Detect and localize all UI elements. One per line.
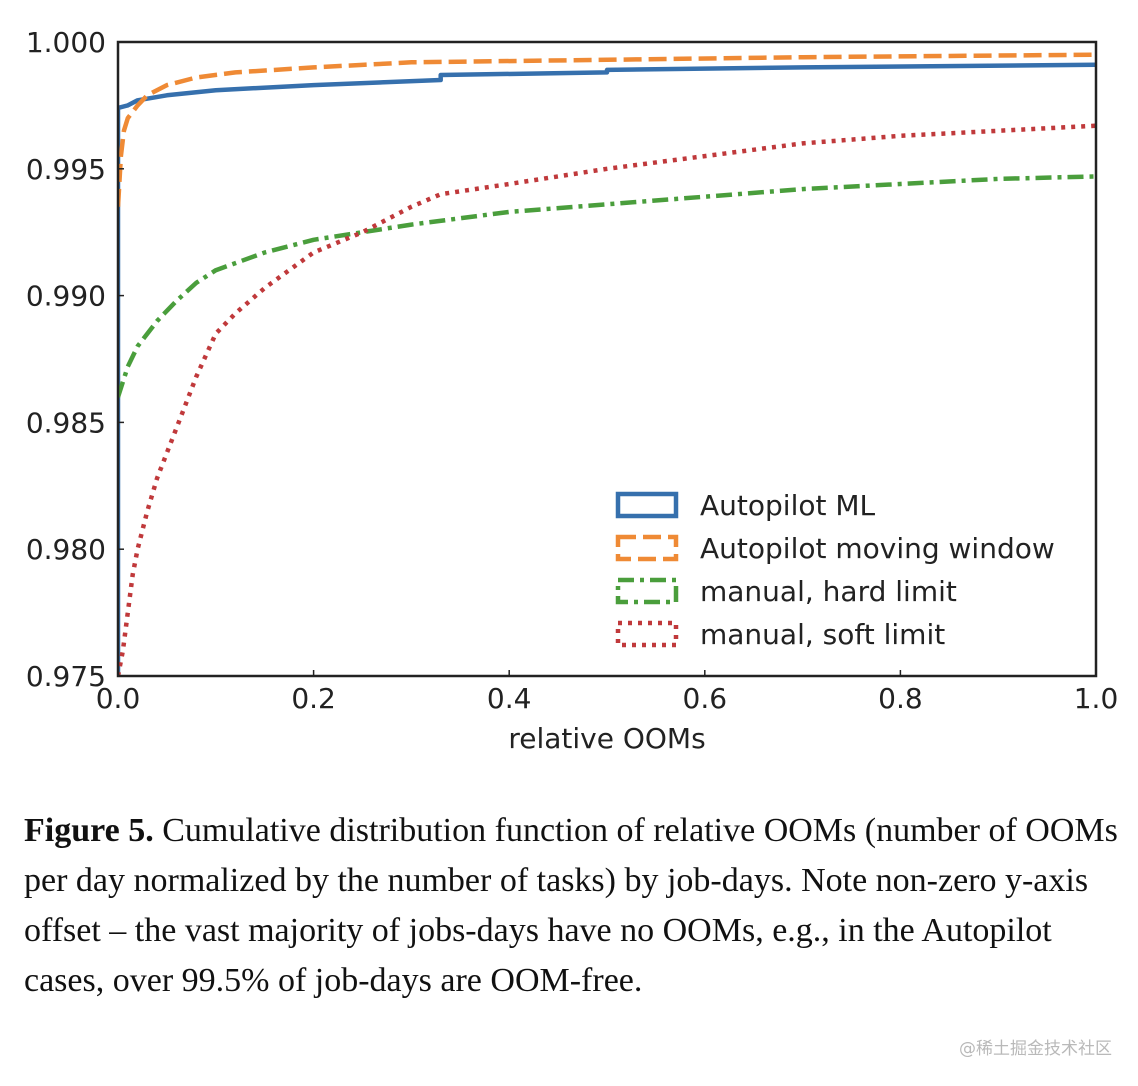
legend-label-3: manual, soft limit (700, 618, 945, 651)
y-tick-label: 0.990 (26, 280, 106, 313)
x-tick-label: 1.0 (1074, 682, 1119, 715)
plot-area (118, 42, 1096, 676)
y-tick-label: 0.995 (26, 153, 106, 186)
legend: Autopilot ML Autopilot moving window manua… (615, 489, 1055, 651)
series-layer (118, 52, 1096, 676)
watermark: @稀土掘金技术社区 (959, 1039, 1112, 1059)
x-tick-label: 0.2 (291, 682, 336, 715)
legend-swatch-2 (615, 577, 679, 605)
x-tick-label: 0.4 (487, 682, 532, 715)
y-tick-label: 1.000 (26, 26, 106, 59)
x-axis-ticks: 0.0 0.2 0.4 0.6 0.8 1.0 (96, 670, 1119, 715)
series-line-0 (118, 62, 1096, 676)
x-tick-label: 0.8 (878, 682, 923, 715)
legend-swatch-1 (615, 534, 679, 562)
series-line-3 (118, 123, 1096, 676)
x-tick-label: 0.0 (96, 682, 141, 715)
legend-label-2: manual, hard limit (700, 575, 957, 608)
cdf-chart: 0.0 0.2 0.4 0.6 0.8 1.0 0.9750.9800.9850.9900… (26, 26, 1119, 755)
y-tick-label: 0.975 (26, 660, 106, 693)
caption-text: Cumulative distribution function of rela… (24, 812, 1118, 999)
x-axis-label: relative OOMs (508, 722, 705, 755)
y-tick-label: 0.980 (26, 533, 106, 566)
figure-caption: Figure 5. Cumulative distribution functi… (24, 806, 1118, 1006)
x-tick-label: 0.6 (683, 682, 728, 715)
series-line-1 (118, 52, 1096, 207)
series-line-2 (118, 174, 1096, 398)
figure-label: Figure 5. (24, 812, 154, 849)
legend-label-0: Autopilot ML (700, 489, 876, 522)
y-axis-ticks: 0.975 0.980 0.985 0.990 0.995 1.000 (26, 26, 124, 693)
y-tick-label: 0.985 (26, 406, 106, 439)
legend-swatch-0 (615, 491, 679, 519)
plot-frame (116, 40, 1098, 678)
legend-label-1: Autopilot moving window (700, 532, 1055, 565)
